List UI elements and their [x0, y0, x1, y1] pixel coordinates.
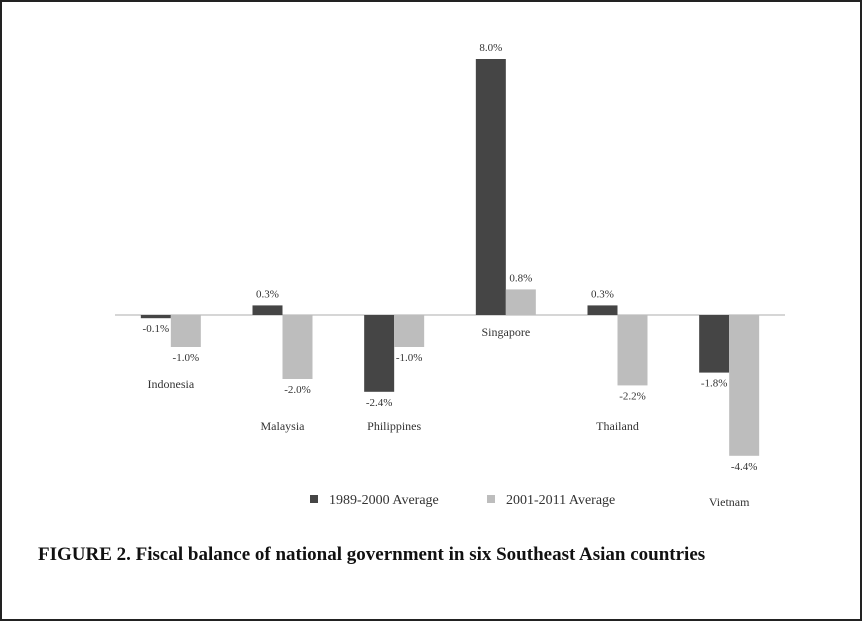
category-label-vietnam: Vietnam — [709, 495, 750, 509]
value-labels-group: -0.1% -1.0% 0.3% -2.0% -2.4% -1.0% 8.0% 0.8% 0.3… — [143, 42, 758, 473]
category-label-philippines: Philippines — [367, 419, 421, 433]
bar-indonesia-series-0 — [140, 315, 171, 319]
value-label-thailand-series-1: -2.2% — [619, 390, 646, 402]
category-label-malaysia: Malaysia — [261, 419, 306, 433]
bar-singapore-series-0 — [475, 59, 506, 315]
value-label-philippines-series-0: -2.4% — [366, 397, 393, 409]
bar-philippines-series-0 — [364, 315, 395, 392]
legend-label-series-0: 1989-2000 Average — [329, 493, 439, 508]
value-label-malaysia-series-0: 0.3% — [256, 288, 279, 300]
value-label-malaysia-series-1: -2.0% — [284, 384, 311, 396]
value-label-vietnam-series-0: -1.8% — [701, 378, 728, 390]
legend-label-series-1: 2001-2011 Average — [506, 493, 615, 508]
bars-group — [140, 59, 760, 456]
category-labels-group: Indonesia Malaysia Philippines Singapore Tha… — [148, 325, 751, 509]
legend-swatch-series-0 — [310, 495, 318, 503]
bar-chart: -0.1% -1.0% 0.3% -2.0% -2.4% -1.0% 8.0% 0.8% 0.3… — [115, 42, 785, 509]
bar-philippines-series-1 — [394, 315, 425, 347]
bar-vietnam-series-1 — [729, 315, 760, 456]
legend-swatch-series-1 — [487, 495, 495, 503]
bar-malaysia-series-0 — [252, 305, 283, 315]
bar-malaysia-series-1 — [282, 315, 313, 379]
value-label-thailand-series-0: 0.3% — [591, 288, 614, 300]
bar-thailand-series-1 — [617, 315, 648, 386]
bar-indonesia-series-1 — [170, 315, 201, 347]
value-label-singapore-series-1: 0.8% — [509, 272, 532, 284]
value-label-indonesia-series-1: -1.0% — [173, 352, 200, 364]
value-label-philippines-series-1: -1.0% — [396, 352, 423, 364]
bar-vietnam-series-0 — [699, 315, 730, 373]
category-label-singapore: Singapore — [482, 325, 531, 339]
figure-caption: FIGURE 2. Fiscal balance of national gov… — [38, 544, 706, 565]
value-label-singapore-series-0: 8.0% — [479, 42, 502, 54]
bar-singapore-series-1 — [505, 289, 536, 315]
value-label-indonesia-series-0: -0.1% — [143, 323, 170, 335]
value-label-vietnam-series-1: -4.4% — [731, 461, 758, 473]
bar-thailand-series-0 — [587, 305, 618, 315]
category-label-indonesia: Indonesia — [148, 377, 195, 391]
legend: 1989-2000 Average 2001-2011 Average — [310, 493, 615, 508]
category-label-thailand: Thailand — [596, 419, 639, 433]
